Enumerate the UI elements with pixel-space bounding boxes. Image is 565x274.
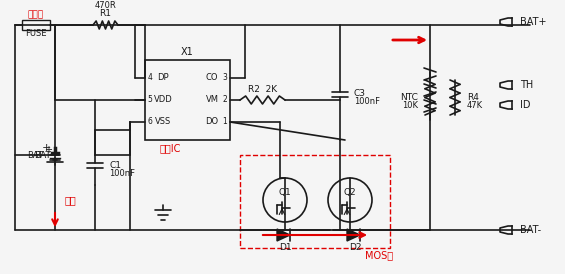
Text: 100nF: 100nF — [109, 170, 135, 178]
Text: 47K: 47K — [467, 101, 483, 110]
Text: 电芯: 电芯 — [64, 195, 76, 205]
Text: TH: TH — [520, 80, 533, 90]
Text: R1: R1 — [99, 10, 111, 19]
Bar — [145, 60, 230, 140]
Text: R2  2K: R2 2K — [248, 84, 277, 93]
Text: BAT+: BAT+ — [520, 17, 546, 27]
Text: 6: 6 — [147, 118, 153, 127]
Text: BAT-: BAT- — [520, 225, 541, 235]
Text: 3: 3 — [223, 73, 228, 82]
Text: 1: 1 — [223, 118, 227, 127]
Text: R4: R4 — [467, 93, 479, 102]
Text: 控制IC: 控制IC — [160, 143, 181, 153]
Text: CO: CO — [206, 73, 218, 82]
Text: D2: D2 — [349, 242, 361, 252]
Text: FUSE: FUSE — [25, 28, 47, 38]
Polygon shape — [277, 229, 290, 241]
Text: 4: 4 — [147, 73, 153, 82]
Text: C1: C1 — [109, 161, 121, 170]
Text: NTC: NTC — [400, 93, 418, 102]
Text: Q2: Q2 — [344, 187, 357, 196]
Text: D1: D1 — [279, 242, 292, 252]
Bar — [240, 155, 390, 248]
Text: DP: DP — [157, 73, 169, 82]
Text: 2: 2 — [223, 96, 227, 104]
Text: +: + — [41, 143, 51, 153]
Text: VM: VM — [206, 96, 219, 104]
Text: X1: X1 — [181, 47, 194, 57]
Text: 10K: 10K — [402, 101, 418, 110]
Text: +: + — [44, 145, 52, 155]
Text: C3: C3 — [354, 90, 366, 98]
Text: BAT: BAT — [34, 150, 51, 159]
Text: VSS: VSS — [155, 118, 171, 127]
Text: BAT: BAT — [27, 150, 43, 159]
Text: Q1: Q1 — [279, 187, 292, 196]
Text: MOS管: MOS管 — [365, 250, 393, 260]
Text: 保险丝: 保险丝 — [28, 10, 44, 19]
Polygon shape — [347, 229, 360, 241]
Text: 470R: 470R — [94, 1, 116, 10]
Text: ID: ID — [520, 100, 531, 110]
Text: DO: DO — [206, 118, 219, 127]
Text: 100nF: 100nF — [354, 98, 380, 107]
Text: VDD: VDD — [154, 96, 172, 104]
Text: 5: 5 — [147, 96, 153, 104]
